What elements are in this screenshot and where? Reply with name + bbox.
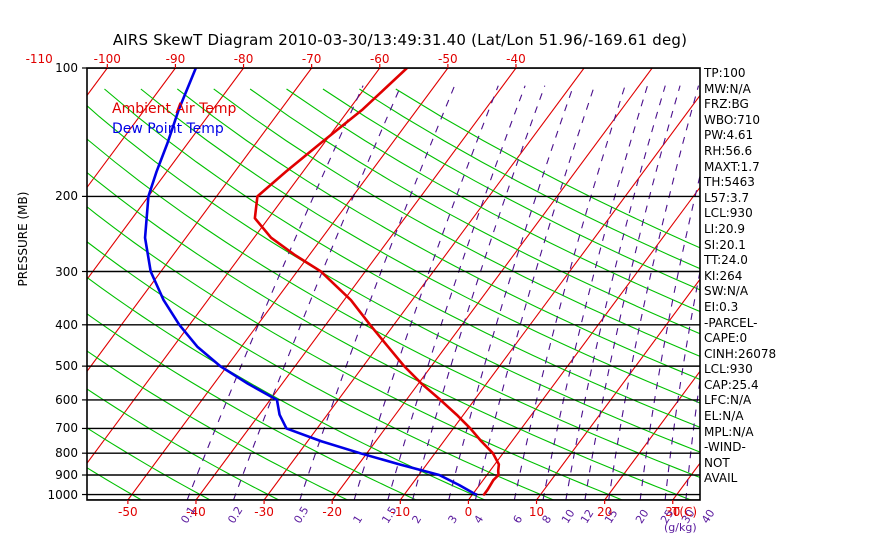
top-temp-tick: -70 xyxy=(301,52,322,66)
sounding-index-item: FRZ:BG xyxy=(704,97,749,112)
mixing-ratio-tick: 12 xyxy=(577,507,597,526)
sounding-index-item: -PARCEL- xyxy=(704,315,758,330)
sounding-index-item: AVAIL xyxy=(704,471,738,486)
pressure-tick: 200 xyxy=(55,189,78,204)
bottom-temp-tick: 0 xyxy=(464,505,473,519)
top-temp-tick: -80 xyxy=(233,52,254,66)
mixing-ratio-tick: 40 xyxy=(699,507,718,526)
mixing-ratio-axis-label: (g/kg) xyxy=(664,521,697,534)
mixing-ratio-tick: 1.5 xyxy=(379,504,400,526)
mixing-ratio-tick: 1 xyxy=(350,513,366,526)
temperature-axis-label: T(C) xyxy=(672,505,698,519)
sounding-index-item: TH:5463 xyxy=(704,175,755,190)
sounding-index-item: NOT xyxy=(704,455,730,470)
legend-ambient-air-temp: Ambient Air Temp xyxy=(112,101,237,117)
top-temp-tick: -40 xyxy=(506,52,526,66)
page-title: AIRS SkewT Diagram 2010-03-30/13:49:31.4… xyxy=(112,31,688,49)
mixing-ratio-tick: 8 xyxy=(539,513,555,526)
mixing-ratio-tick: 15 xyxy=(601,507,621,526)
mixing-ratio-tick: 4 xyxy=(471,513,487,526)
sounding-index-item: LCL:930 xyxy=(704,206,753,221)
ambient-air-temp-curve xyxy=(253,68,501,496)
pressure-tick: 300 xyxy=(55,264,78,279)
sounding-index-item: MPL:N/A xyxy=(704,424,754,439)
sounding-index-item: KI:264 xyxy=(704,268,743,283)
pressure-tick: 400 xyxy=(55,317,78,332)
pressure-tick: 100 xyxy=(55,61,78,75)
pressure-axis: 100 200 300 400 500 600 700 800 900 1000 xyxy=(0,0,82,560)
sounding-index-item: CINH:26078 xyxy=(704,346,777,361)
sounding-index-item: LFC:N/A xyxy=(704,393,752,408)
top-temp-tick: -90 xyxy=(165,52,186,66)
mixing-ratio-tick: 0.5 xyxy=(291,504,312,526)
pressure-tick: 500 xyxy=(55,359,78,374)
bottom-temp-tick: 30 xyxy=(665,505,681,519)
bottom-temp-tick: -50 xyxy=(118,505,138,519)
bottom-temp-tick: -40 xyxy=(186,505,206,519)
sounding-index-item: RH:56.6 xyxy=(704,143,753,158)
mixing-ratio-tick: 3 xyxy=(445,513,460,526)
pressure-axis-label: PRESSURE (MB) xyxy=(16,191,30,287)
mixing-ratio-tick: 0.1 xyxy=(178,504,199,526)
sounding-index-item: MAXT:1.7 xyxy=(704,159,760,174)
temperature-axis-top: -120-110-100-90-80-70-60-50-40 xyxy=(0,0,870,70)
pressure-tick: 600 xyxy=(55,392,78,407)
top-temp-tick: -50 xyxy=(438,52,458,66)
bottom-temp-tick: -30 xyxy=(254,505,274,519)
mixing-ratio-tick: 10 xyxy=(558,507,578,526)
dew-point-temp-curve xyxy=(143,68,478,496)
sounding-index-item: TT:24.0 xyxy=(704,253,748,268)
mixing-ratio-tick: 2 xyxy=(409,513,424,526)
pressure-tick: 800 xyxy=(55,446,78,461)
sounding-index-item: EL:N/A xyxy=(704,409,744,424)
bottom-temp-tick: -20 xyxy=(322,505,342,519)
legend-dew-point-temp: Dew Point Temp xyxy=(112,121,224,137)
top-temp-tick: -110 xyxy=(25,52,53,66)
pressure-tick: 700 xyxy=(55,421,78,436)
sounding-index-item: SW:N/A xyxy=(704,284,749,299)
sounding-index-item: LCL:930 xyxy=(704,362,753,377)
pressure-tick: 900 xyxy=(55,468,78,482)
bottom-temp-tick: -10 xyxy=(390,505,411,519)
mixing-ratio-tick: 6 xyxy=(510,513,526,526)
sounding-index-item: TP:100 xyxy=(704,66,746,80)
top-temp-tick: -60 xyxy=(369,52,390,66)
sounding-index-item: L57:3.7 xyxy=(704,190,750,205)
pressure-tick: 1000 xyxy=(47,487,78,502)
sounding-index-item: CAP:25.4 xyxy=(704,377,759,392)
sounding-index-item: SI:20.1 xyxy=(704,237,746,252)
sounding-indices-panel: TP:100 MW:N/A FRZ:BG WBO:710 PW:4.61 RH:56.6 M… xyxy=(704,66,864,487)
top-temp-tick: -100 xyxy=(93,52,121,66)
mixing-ratio-tick: 0.2 xyxy=(224,504,246,526)
sounding-index-item: WBO:710 xyxy=(704,112,761,127)
sounding-index-item: PW:4.61 xyxy=(704,128,754,143)
bottom-temp-tick: 20 xyxy=(597,505,613,519)
sounding-index-item: LI:20.9 xyxy=(704,221,745,236)
sounding-index-item: EI:0.3 xyxy=(704,299,739,314)
bottom-temp-tick: 10 xyxy=(528,505,545,519)
sounding-index-item: CAPE:0 xyxy=(704,331,748,346)
sounding-index-item: -WIND- xyxy=(704,440,746,455)
mixing-ratio-tick: 20 xyxy=(633,507,652,526)
sounding-index-item: MW:N/A xyxy=(704,81,751,96)
